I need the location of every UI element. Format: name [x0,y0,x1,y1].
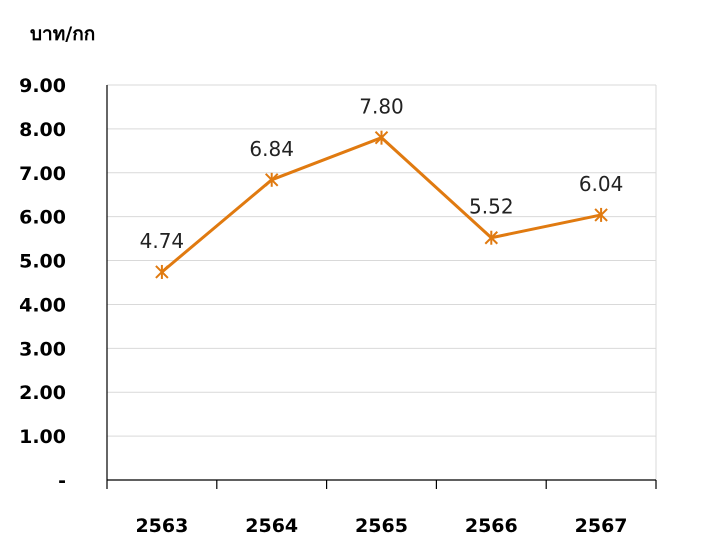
y-tick-label: 5.00 [19,251,66,273]
data-point [594,207,608,222]
x-tick-label: 2563 [135,515,188,537]
data-label: 4.74 [140,229,185,253]
data-label: 6.04 [579,172,624,196]
y-tick-label: 1.00 [19,426,66,448]
y-tick-label: 8.00 [19,119,66,141]
data-label: 5.52 [469,195,514,219]
data-point [155,264,169,279]
x-tick-label: 2564 [245,515,298,537]
y-tick-label: 4.00 [19,294,66,316]
data-series [160,136,602,274]
x-tick-label: 2565 [355,515,408,537]
data-point [264,172,279,187]
gridlines [107,84,657,480]
data-point [484,230,499,245]
y-tick-label: - [58,470,66,492]
x-tick-label: 2566 [465,515,518,537]
y-tick-label: 6.00 [19,207,66,229]
y-tick-label: 9.00 [19,75,66,97]
y-axis-label: บาท/กก [30,23,95,45]
y-tick-label: 3.00 [19,338,66,360]
y-tick-label: 7.00 [19,163,66,185]
x-tick-label: 2567 [575,515,628,537]
y-tick-labels: - 1.00 2.00 3.00 4.00 5.00 6.00 7.00 8.00 9.00 [19,75,66,492]
data-labels: 4.74 6.84 7.80 5.52 6.04 [140,95,624,253]
series-line [160,136,602,274]
data-point [374,130,389,145]
data-label: 6.84 [249,137,294,161]
data-points [155,130,608,279]
axes [106,85,657,489]
x-tick-labels: 2563 2564 2565 2566 2567 [135,515,627,537]
data-label: 7.80 [359,95,404,119]
y-tick-label: 2.00 [19,382,66,404]
